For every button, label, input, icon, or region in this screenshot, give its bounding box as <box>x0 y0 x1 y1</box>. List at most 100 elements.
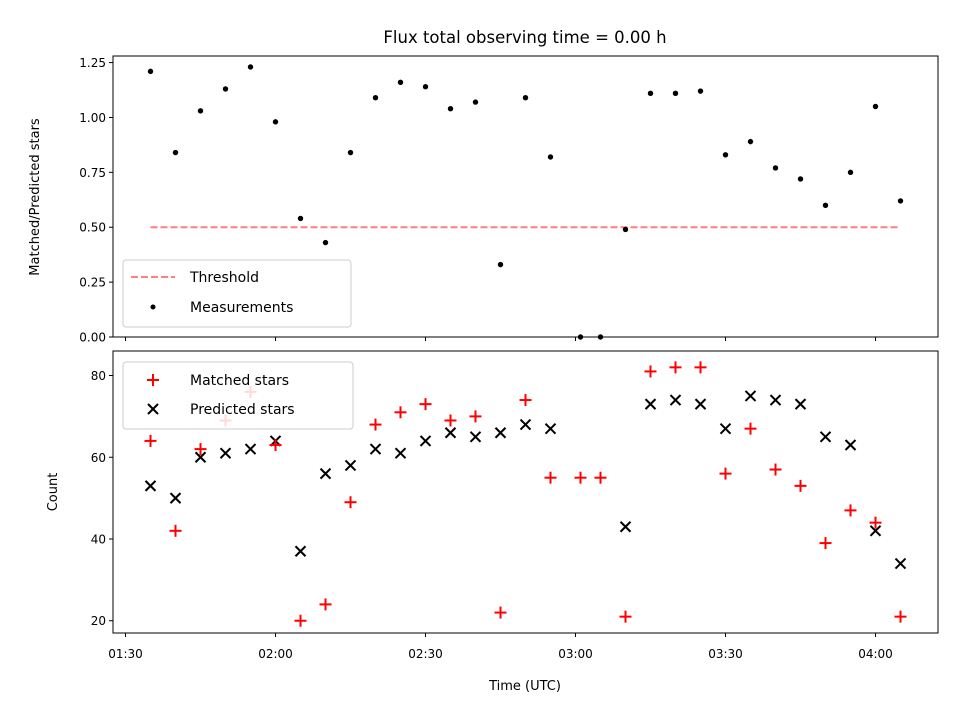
top-y-tick-label: 1.25 <box>79 56 106 70</box>
predicted-star-point <box>294 545 307 557</box>
top-y-tick-label: 0.25 <box>79 276 106 290</box>
predicted-star-point <box>219 447 232 459</box>
bottom-y-tick-label: 60 <box>91 451 106 465</box>
measurement-point <box>172 149 179 156</box>
measurement-point <box>747 138 754 145</box>
measurement-point <box>697 88 704 94</box>
top-legend: Threshold Measurements <box>122 259 352 328</box>
predicted-star-point <box>319 467 332 480</box>
matched-star-point <box>719 467 732 480</box>
x-tick-label: 03:00 <box>558 647 593 661</box>
legend-matched-label: Matched stars <box>190 373 289 389</box>
bottom-y-ticks: 20 40 60 80 <box>91 369 113 628</box>
measurement-point <box>397 79 404 86</box>
matched-star-point <box>644 365 657 378</box>
predicted-star-stroke <box>369 443 382 455</box>
predicted-star-point <box>344 459 357 472</box>
bottom-legend: Matched stars Predicted stars <box>122 361 354 430</box>
x-tick-label: 01:30 <box>108 647 143 661</box>
top-panel: 0.00 0.25 0.50 0.75 1.00 1.25 Matched/Predict… <box>28 55 939 345</box>
measurement-point <box>647 90 654 97</box>
predicted-star-stroke <box>244 443 257 455</box>
predicted-star-stroke <box>769 394 782 406</box>
measurement-point <box>247 64 254 70</box>
predicted-star-stroke <box>469 431 482 443</box>
x-tick-label: 04:00 <box>858 647 893 661</box>
predicted-star-stroke <box>819 431 832 443</box>
matched-star-point <box>194 443 207 456</box>
predicted-star-point <box>644 398 657 410</box>
predicted-star-stroke <box>869 525 882 537</box>
predicted-star-stroke <box>494 427 507 439</box>
measurement-point <box>547 154 554 160</box>
x-axis-label: Time (UTC) <box>488 679 561 694</box>
predicted-star-stroke <box>144 480 157 492</box>
predicted-star-stroke <box>444 427 457 439</box>
x-tick-label: 02:30 <box>408 647 443 661</box>
matched-star-point <box>594 471 607 484</box>
predicted-star-point <box>544 422 557 435</box>
matched-star-point <box>744 422 757 435</box>
top-y-tick-label: 0.75 <box>79 166 106 180</box>
matched-star-point <box>769 463 782 476</box>
legend-measurements-label: Measurements <box>190 300 293 316</box>
x-tick-label: 02:00 <box>258 647 293 661</box>
predicted-star-stroke <box>394 447 407 459</box>
top-legend-box <box>122 259 352 328</box>
measurement-point <box>347 149 354 156</box>
measurement-point <box>522 95 529 101</box>
chart-title: Flux total observing time = 0.00 h <box>383 28 666 47</box>
predicted-star-point <box>144 480 157 492</box>
bottom-x-ticks: 01:30 02:00 02:30 03:00 03:30 04:00 <box>108 633 893 661</box>
measurement-point <box>222 86 229 92</box>
matched-star-point <box>544 471 557 484</box>
top-y-tick-label: 0.50 <box>79 221 106 235</box>
top-y-tick-label: 1.00 <box>79 111 106 125</box>
matched-star-point <box>494 606 507 619</box>
measurement-point <box>847 169 854 176</box>
measurement-point <box>772 165 779 171</box>
predicted-star-stroke <box>519 418 532 431</box>
predicted-star-stroke <box>219 447 232 459</box>
predicted-star-point <box>744 390 757 402</box>
measurement-point <box>472 99 479 105</box>
matched-star-point <box>344 496 357 509</box>
predicted-star-point <box>819 431 832 443</box>
top-y-tick-label: 0.00 <box>79 331 106 345</box>
predicted-star-stroke <box>644 398 657 410</box>
legend-measurements-marker <box>150 304 156 310</box>
predicted-star-point <box>394 447 407 459</box>
predicted-star-stroke <box>344 459 357 472</box>
matched-star-point <box>444 414 457 427</box>
predicted-star-stroke <box>294 545 307 557</box>
matched-star-point <box>419 398 432 411</box>
predicted-star-point <box>794 398 807 410</box>
predicted-star-stroke <box>694 398 707 410</box>
matched-star-point <box>394 406 407 419</box>
legend-predicted-marker <box>147 403 159 415</box>
measurement-point <box>147 68 154 75</box>
legend-threshold-label: Threshold <box>189 270 259 286</box>
bottom-legend-box <box>122 361 354 430</box>
measurement-point <box>197 108 204 114</box>
matched-star-point <box>619 610 632 623</box>
matched-star-point <box>869 516 882 529</box>
matched-star-point <box>469 410 482 423</box>
predicted-star-stroke <box>894 557 907 570</box>
predicted-star-stroke <box>744 390 757 402</box>
predicted-star-point <box>469 431 482 443</box>
predicted-star-point <box>444 427 457 439</box>
top-y-axis-label: Matched/Predicted stars <box>28 118 43 276</box>
matched-star-point <box>894 610 907 623</box>
predicted-star-point <box>669 394 682 406</box>
measurement-point <box>322 239 329 246</box>
legend-matched-marker <box>147 374 159 386</box>
predicted-star-point <box>194 451 207 463</box>
measurement-point <box>872 103 879 110</box>
bottom-y-tick-label: 20 <box>91 614 106 628</box>
measurement-point <box>797 176 804 182</box>
predicted-star-point <box>494 427 507 439</box>
matched-star-point <box>369 418 382 431</box>
